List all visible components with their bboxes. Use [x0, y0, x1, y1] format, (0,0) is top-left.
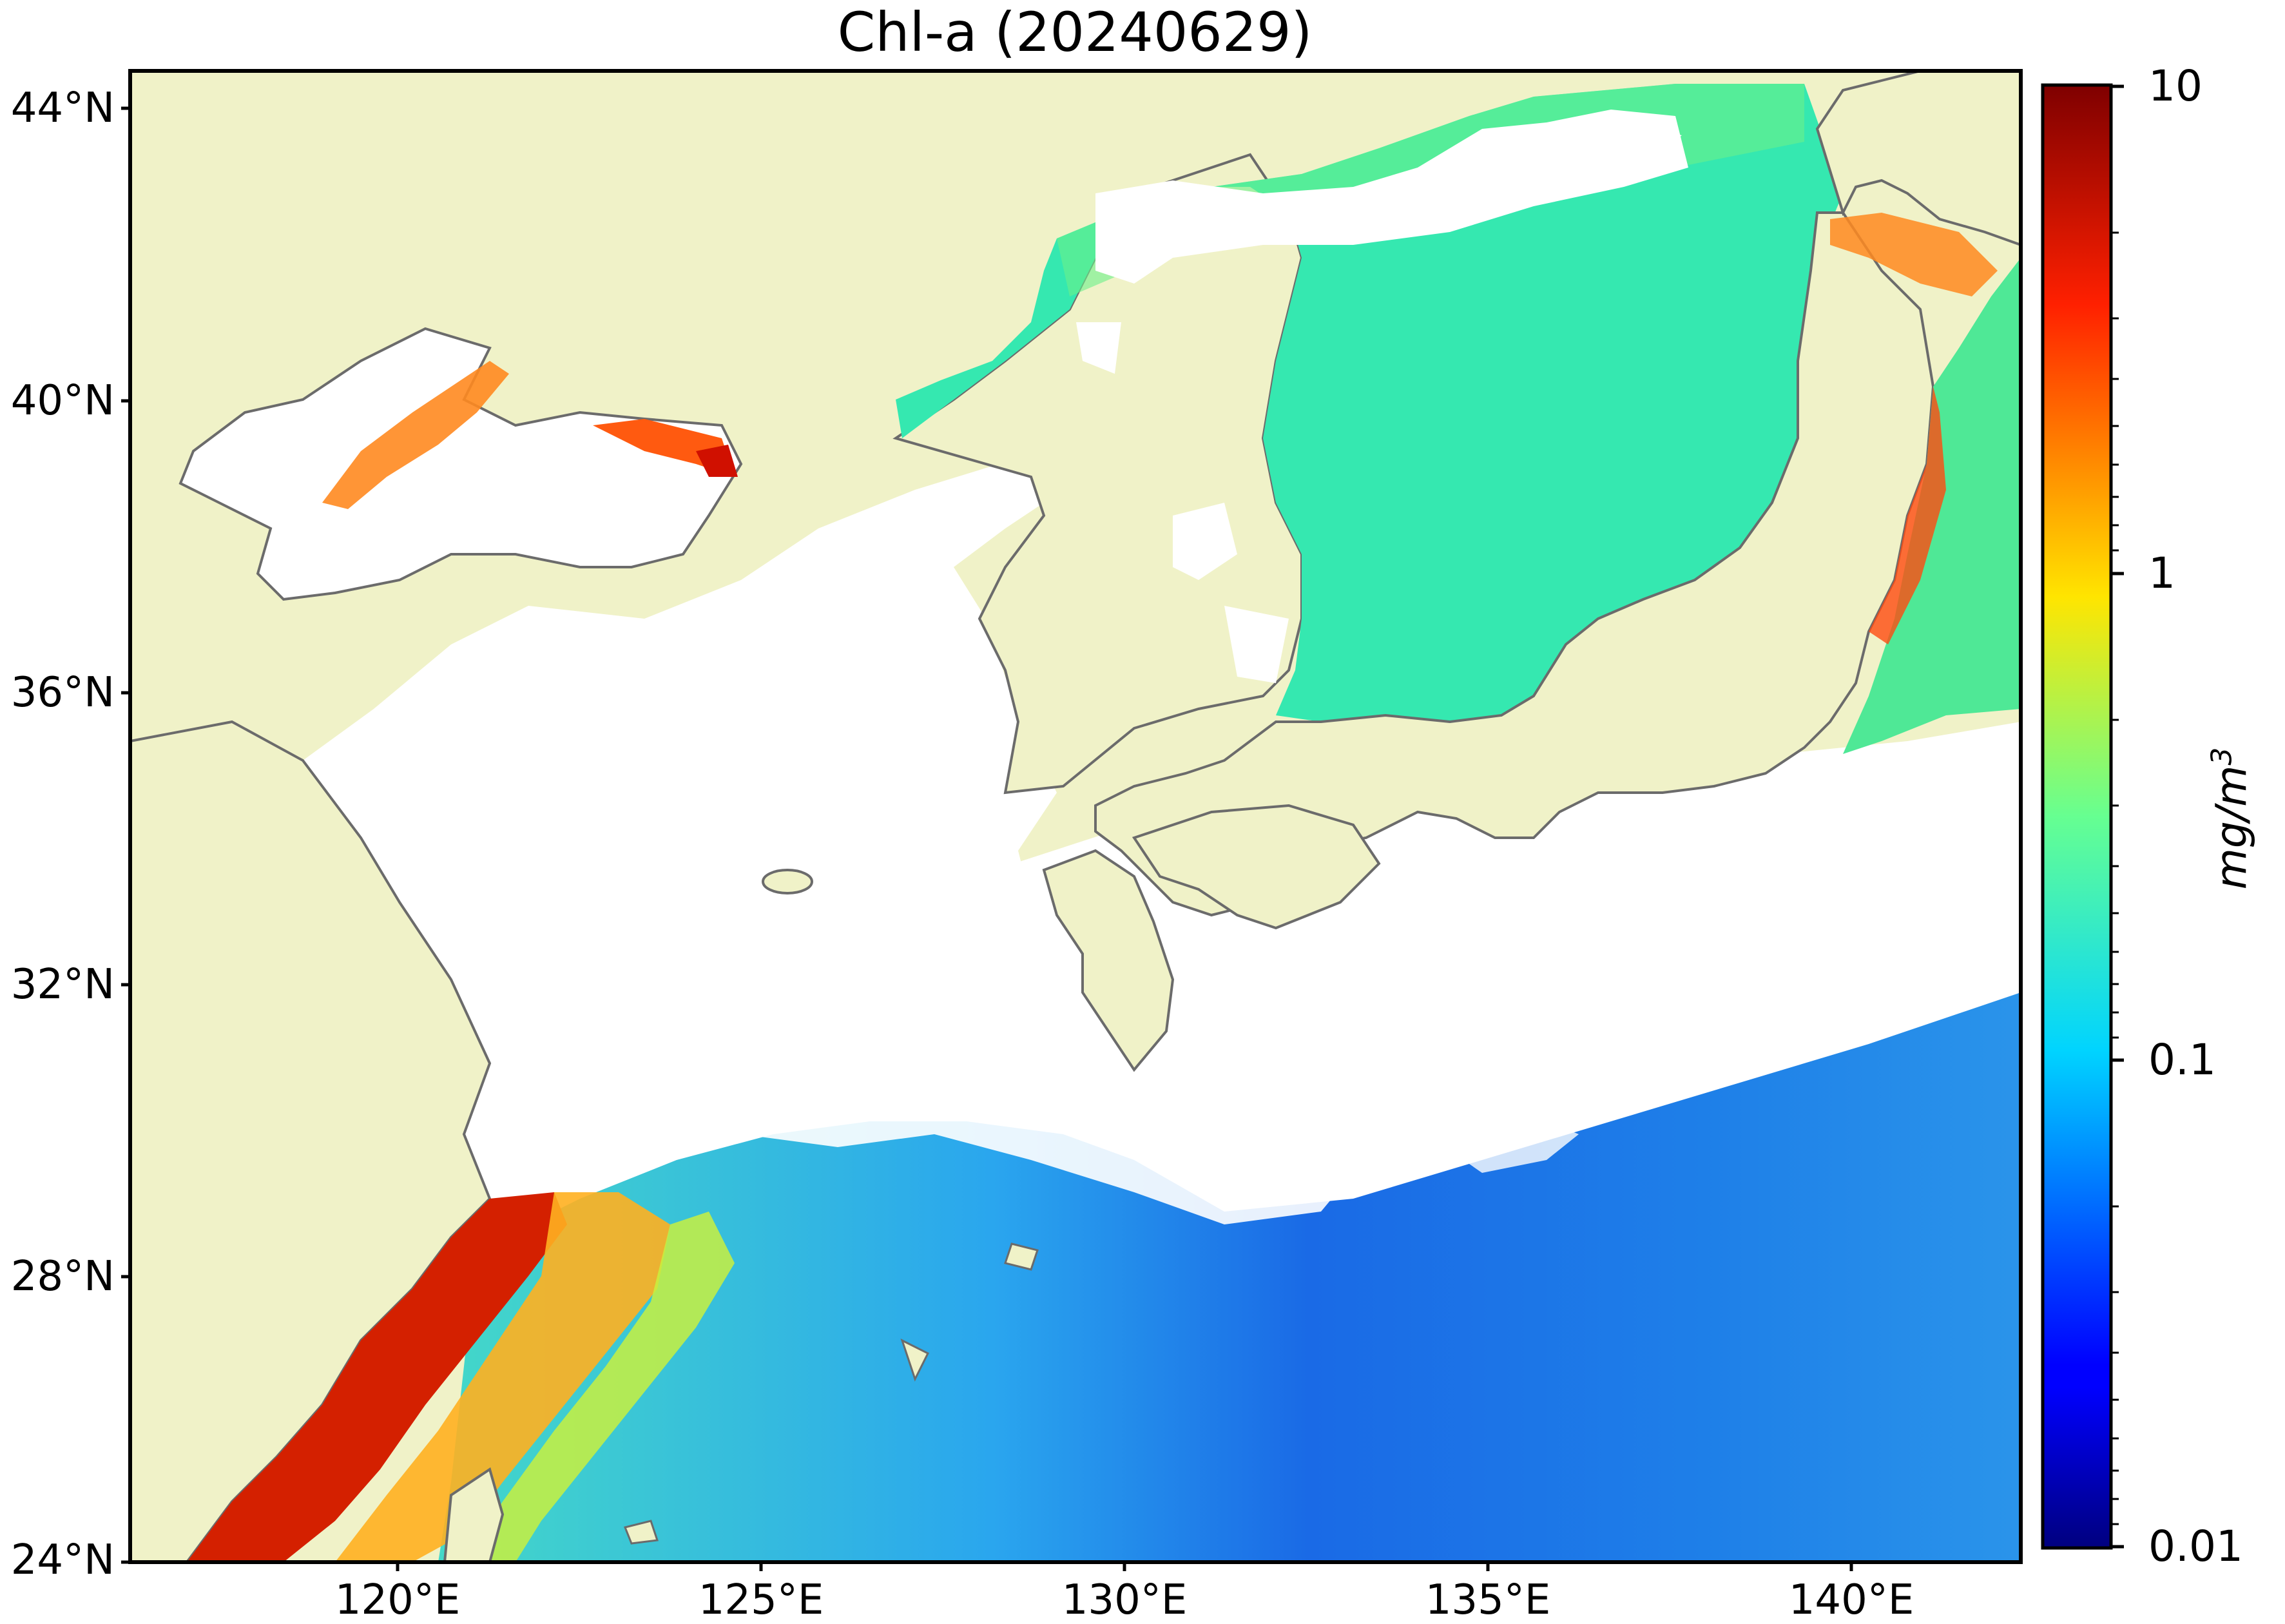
lat-ticks [121, 106, 130, 1564]
map-title: Chl-a (20240629) [837, 1, 1313, 64]
coastal-bloom-east [1869, 387, 1946, 644]
yellow-sea-no-data [303, 451, 1211, 1212]
colorbar-ticks [2111, 84, 2124, 1549]
lon-label-140e: 140°E [1788, 1576, 1914, 1624]
lat-label-24n: 24°N [10, 1536, 115, 1584]
cloud-patch-south [1418, 1108, 1579, 1173]
lon-label-130e: 130°E [1061, 1576, 1188, 1624]
bohai-bloom-red [696, 445, 738, 477]
island-3 [623, 1520, 659, 1545]
cloud-patch-3 [1076, 322, 1121, 374]
sea-of-japan [896, 84, 1843, 722]
lat-label-44n: 44°N [10, 84, 115, 132]
colorbar-tick-0.01: 0.01 [2148, 1522, 2243, 1571]
hokkaido [1815, 71, 2021, 247]
map-frame [128, 69, 2023, 1564]
coastal-bloom-north [1830, 213, 1998, 296]
coastal-bloom-red [187, 1192, 567, 1562]
colorbar-gradient [2043, 85, 2111, 1548]
cloud-strip-south [741, 1083, 1353, 1224]
colorbar-minor-ticks [2111, 231, 2119, 1525]
map-area [130, 71, 2021, 1562]
coastal-bloom-orange [335, 1192, 670, 1562]
bohai-bloom-east [593, 419, 735, 477]
colorbar-tick-0.1: 0.1 [2148, 1035, 2216, 1085]
colorbar-units-main: mg/m [2206, 765, 2257, 890]
kyushu [1042, 849, 1175, 1072]
lon-label-125e: 125°E [698, 1576, 824, 1624]
lat-label-32n: 32°N [10, 961, 115, 1009]
colorbar-units-exp: 3 [2205, 747, 2239, 766]
taiwan [443, 1467, 505, 1562]
bohai-bloom [322, 361, 509, 509]
island-2 [1004, 1242, 1039, 1271]
colorbar-units-label: mg/m3 [2206, 748, 2257, 890]
cloud-patch-1 [1173, 503, 1237, 580]
colorbar-frame [2041, 83, 2113, 1550]
lon-label-120e: 120°E [334, 1576, 461, 1624]
sea-of-japan-clouds [1095, 110, 1688, 284]
cloud-patch-2 [1224, 606, 1289, 683]
colorbar-tick-1: 1 [2148, 548, 2175, 598]
lat-label-40n: 40°N [10, 377, 115, 425]
island-1 [900, 1339, 930, 1382]
lon-label-135e: 135°E [1425, 1576, 1551, 1624]
lon-ticks [396, 1562, 1853, 1571]
lat-label-28n: 28°N [10, 1253, 115, 1300]
sea-of-japan-clouds-2 [1559, 122, 1682, 168]
lat-label-36n: 36°N [10, 669, 115, 717]
shikoku [1132, 804, 1381, 930]
bohai-sea [178, 327, 743, 601]
colorbar-tick-10: 10 [2148, 61, 2203, 111]
coastal-bloom-yellow [464, 1212, 735, 1562]
jeju-island [762, 869, 813, 894]
honshu [1094, 211, 1935, 917]
